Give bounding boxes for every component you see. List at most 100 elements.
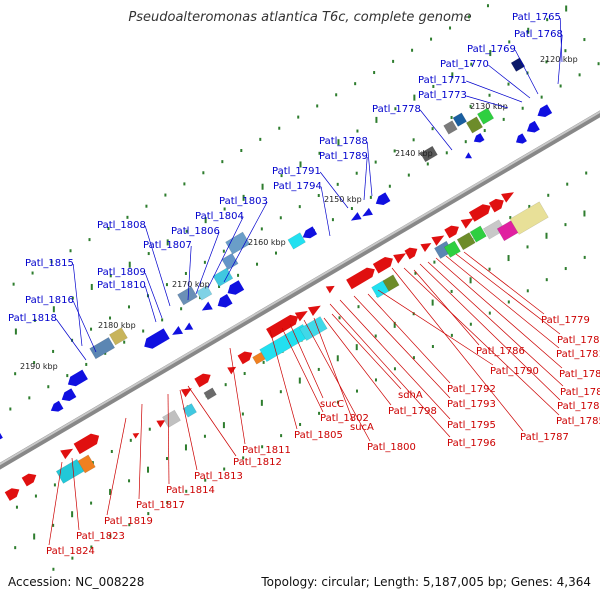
gene-arrow <box>393 253 407 264</box>
scale-tick-label: 2190 kbp <box>20 362 58 371</box>
gene-label-upper: Patl_1807 <box>143 240 192 251</box>
leader-line <box>391 267 524 432</box>
gene-label-lower: Patl_1790 <box>490 366 539 377</box>
leader-line <box>413 269 480 346</box>
leader-line <box>559 17 563 63</box>
gene-arrow <box>266 314 299 339</box>
gene-feature <box>184 322 194 331</box>
gene-feature <box>0 429 3 444</box>
guide-dot <box>318 411 321 415</box>
guide-dot <box>450 116 453 120</box>
gene-feature <box>203 387 217 401</box>
guide-dot <box>393 367 396 371</box>
guide-dot <box>527 27 530 34</box>
gene-label-upper: Patl_1773 <box>418 90 467 101</box>
guide-dot <box>450 333 453 337</box>
guide-dot <box>350 207 353 211</box>
guide-dot <box>261 445 264 449</box>
leader-line <box>195 231 220 295</box>
guide-dot <box>450 289 453 293</box>
leader-line <box>455 253 561 335</box>
guide-dot <box>14 328 17 335</box>
guide-dot <box>335 93 338 97</box>
gene-box <box>221 252 239 271</box>
guide-dot <box>90 327 93 331</box>
gene-feature <box>482 219 506 240</box>
guide-dot <box>128 261 131 268</box>
gene-feature <box>526 120 540 133</box>
guide-dot <box>109 534 112 538</box>
guide-dot <box>90 501 93 505</box>
guide-dot <box>388 184 391 188</box>
guide-dot <box>184 271 187 275</box>
leader-line <box>55 318 87 361</box>
gene-arrow <box>346 267 375 290</box>
gene-arrow <box>132 433 140 439</box>
guide-dot <box>317 193 320 197</box>
guide-dot <box>104 351 107 355</box>
leader-line <box>557 34 563 85</box>
guide-dot <box>88 238 91 242</box>
genome-backbone <box>0 110 600 470</box>
guide-dot <box>90 545 93 549</box>
gene-feature <box>501 192 514 203</box>
gene-box <box>465 116 484 134</box>
guide-dot <box>14 546 17 550</box>
gene-label-upper: Patl_1808 <box>97 220 146 231</box>
gene-arrow <box>217 294 233 308</box>
gene-feature <box>252 351 266 365</box>
gene-feature <box>420 243 432 253</box>
gene-arrow <box>50 400 64 412</box>
gene-box <box>476 107 495 125</box>
gene-feature <box>132 433 140 439</box>
guide-dot <box>147 466 150 473</box>
gene-label-lower: Patl_1795 <box>447 420 496 431</box>
guide-dot <box>545 232 548 239</box>
gene-arrow <box>156 420 166 428</box>
guide-dot <box>559 84 562 88</box>
guide-dot <box>318 151 321 155</box>
guide-dot <box>521 106 524 110</box>
guide-dot <box>508 40 511 44</box>
gene-label-upper: Patl_1818 <box>8 313 57 324</box>
guide-dot <box>483 129 486 133</box>
gene-arrow <box>473 133 485 143</box>
guide-dot <box>107 226 110 230</box>
guide-dot <box>166 500 169 504</box>
guide-dot <box>256 262 259 266</box>
guide-dot <box>14 372 17 376</box>
guide-dot <box>374 334 377 338</box>
gene-label-lower: Patl_1814 <box>166 485 215 496</box>
guide-dot <box>242 456 245 460</box>
guide-dot <box>127 305 130 309</box>
guide-dot <box>445 151 448 155</box>
gene-feature <box>460 218 474 229</box>
guide-dot <box>336 182 339 186</box>
gene-label-lower: Patl_1796 <box>447 438 496 449</box>
leader-line <box>144 272 163 319</box>
guide-dot <box>412 356 415 360</box>
gene-arrow <box>350 212 362 221</box>
leader-line <box>223 201 268 283</box>
guide-dot <box>142 329 145 333</box>
leader-line <box>419 109 453 151</box>
leader-line <box>207 216 244 289</box>
guide-dot <box>261 183 264 190</box>
gene-feature <box>221 252 239 271</box>
gene-feature <box>294 311 308 322</box>
leader-line <box>466 80 523 103</box>
gene-feature <box>473 133 485 143</box>
guide-dot <box>279 216 282 220</box>
guide-dot <box>583 255 586 259</box>
guide-dot <box>564 49 567 53</box>
gene-box <box>89 337 116 360</box>
guide-dot <box>585 171 588 175</box>
gene-label-lower: sucA <box>350 422 374 433</box>
gene-arrow <box>4 488 20 501</box>
accession-text: Accession: NC_008228 <box>8 575 145 589</box>
gene-label-upper: Patl_1806 <box>171 226 220 237</box>
gene-box <box>299 316 328 342</box>
gene-arrow <box>501 192 514 203</box>
guide-dot <box>356 129 359 133</box>
guide-dot <box>109 488 112 495</box>
